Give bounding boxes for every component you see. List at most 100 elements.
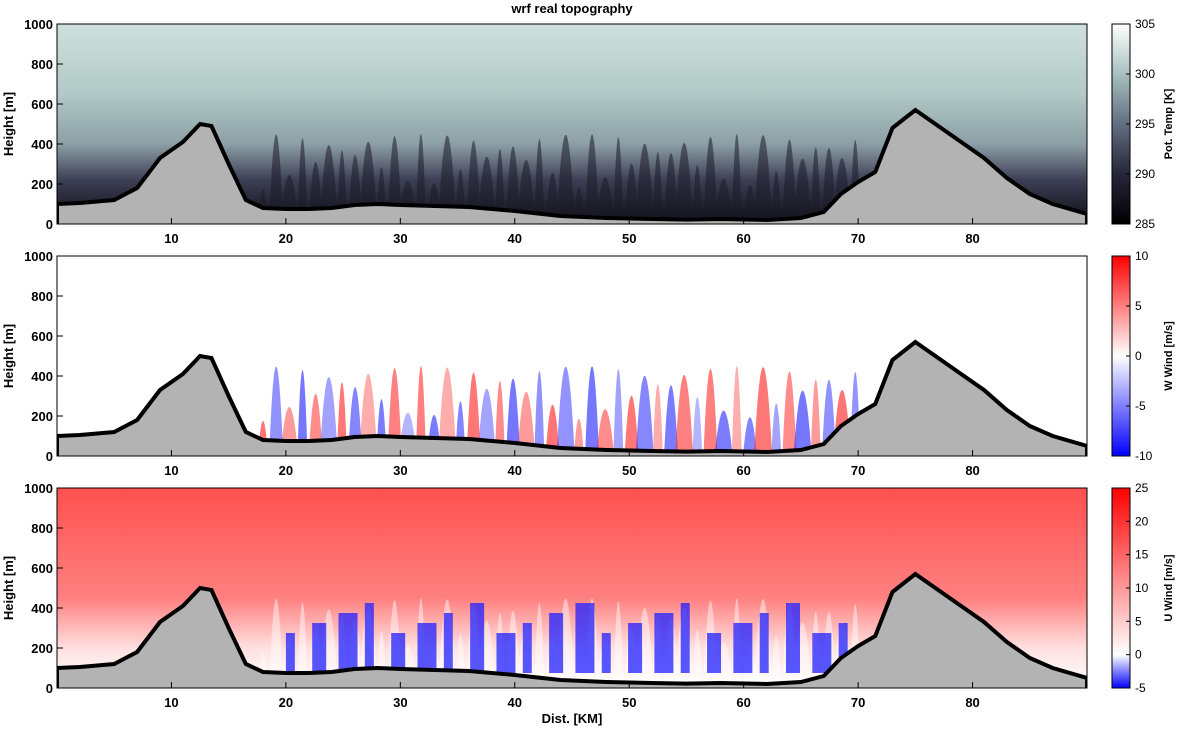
field-streak — [714, 178, 733, 224]
field-streak — [731, 366, 742, 456]
x-tick-label: 60 — [736, 463, 750, 478]
field-streak — [652, 384, 663, 456]
field-streak — [624, 395, 639, 456]
y-axis-label: Height [m] — [1, 92, 16, 156]
y-tick-label: 200 — [31, 409, 53, 424]
negative-wind-patch — [496, 633, 516, 673]
y-ticks: 0 200 400 600 800 1000 — [24, 17, 63, 232]
y-ticks: 0 200 400 600 800 1000 — [24, 481, 63, 696]
x-tick-label: 80 — [965, 231, 979, 246]
y-tick-label: 1000 — [24, 249, 53, 264]
colorbar-tick-label: 10 — [1135, 249, 1149, 263]
panel-potential-temperature: 0 200 400 600 800 1000 10 20 30 40 50 60 70 80 Heigh… — [1, 17, 1175, 246]
field-streak — [692, 397, 703, 456]
x-tick-label: 60 — [736, 695, 750, 710]
negative-wind-patch — [601, 633, 611, 673]
y-tick-label: 600 — [31, 97, 53, 112]
y-axis-label: Height [m] — [1, 324, 16, 388]
y-tick-label: 400 — [31, 601, 53, 616]
colorbar-tick-label: 5 — [1135, 299, 1142, 313]
colorbar-tick-label: 25 — [1135, 481, 1149, 495]
negative-wind-patch — [364, 603, 374, 673]
field-streak — [297, 138, 308, 224]
field-streak — [624, 163, 639, 224]
field-streak — [585, 366, 600, 456]
x-tick-label: 40 — [508, 695, 522, 710]
field-streak — [506, 146, 521, 224]
field-streak — [675, 142, 694, 224]
field-streak — [387, 136, 402, 224]
field-streak — [556, 134, 575, 224]
negative-wind-patch — [391, 633, 406, 673]
field-streak — [438, 135, 457, 224]
y-tick-label: 1000 — [24, 481, 53, 496]
colorbar-label: W Wind [m/s] — [1163, 321, 1175, 391]
colorbar-ticks: -5 0 5 10 15 20 25 — [1126, 481, 1149, 695]
field-streak — [613, 369, 624, 456]
x-tick-label: 30 — [393, 231, 407, 246]
x-tick-label: 20 — [279, 695, 293, 710]
y-tick-label: 800 — [31, 289, 53, 304]
field-streak — [494, 380, 505, 456]
field-streak — [534, 138, 545, 224]
negative-wind-patch — [812, 633, 832, 673]
y-tick-label: 0 — [46, 449, 53, 464]
terrain — [57, 571, 1087, 688]
x-tick-label: 40 — [508, 463, 522, 478]
negative-wind-patch — [654, 613, 674, 673]
x-tick-label: 70 — [851, 695, 865, 710]
field-streak — [269, 134, 284, 224]
field-streak — [534, 370, 545, 456]
x-tick-label: 70 — [851, 463, 865, 478]
y-tick-label: 600 — [31, 329, 53, 344]
x-ticks: 10 20 30 40 50 60 70 80 — [164, 450, 980, 478]
field-streak — [534, 602, 545, 688]
y-tick-label: 400 — [31, 137, 53, 152]
colorbar-tick-label: 300 — [1135, 67, 1155, 81]
x-ticks: 10 20 30 40 50 60 70 80 — [164, 218, 980, 246]
field-streak — [269, 366, 284, 456]
field-streak — [742, 185, 757, 224]
y-tick-label: 600 — [31, 561, 53, 576]
y-tick-label: 800 — [31, 57, 53, 72]
field-streak — [466, 140, 481, 224]
x-tick-label: 80 — [965, 463, 979, 478]
field-streak — [754, 135, 773, 224]
x-ticks: 10 20 30 40 50 60 70 80 — [164, 682, 980, 710]
x-tick-label: 10 — [164, 231, 178, 246]
field-streak — [387, 368, 402, 456]
colorbar-ticks: 285 290 295 300 305 — [1126, 17, 1155, 231]
field-streak — [731, 134, 742, 224]
field-streak — [415, 366, 426, 456]
field-streak — [506, 378, 521, 456]
negative-wind-patch — [417, 623, 437, 673]
plot-frame — [56, 23, 1088, 225]
x-tick-label: 50 — [622, 463, 636, 478]
field-streak — [754, 367, 773, 456]
field-streak — [545, 404, 560, 456]
negative-wind-patch — [312, 623, 327, 673]
terrain — [57, 107, 1087, 224]
field-streak — [793, 390, 812, 456]
x-tick-label: 40 — [508, 231, 522, 246]
plot-frame — [56, 487, 1088, 689]
field-streak — [742, 417, 757, 456]
y-tick-label: 1000 — [24, 17, 53, 32]
field-streak — [703, 136, 718, 224]
negative-wind-patch — [838, 623, 848, 673]
field-streak — [494, 148, 505, 224]
negative-wind-patch — [549, 613, 564, 673]
colorbar-tick-label: 20 — [1135, 514, 1149, 528]
field-streak — [297, 370, 308, 456]
negative-wind-patch — [470, 603, 485, 673]
colorbar-tick-label: -10 — [1135, 449, 1153, 463]
field-streak — [438, 367, 457, 456]
colorbar-label: Pot. Temp [K] — [1163, 88, 1175, 159]
field-streak — [613, 137, 624, 224]
field-streak — [635, 375, 654, 456]
colorbar-tick-label: 0 — [1135, 349, 1142, 363]
field-streak — [771, 171, 782, 224]
field-streak — [782, 139, 797, 224]
y-tick-label: 0 — [46, 681, 53, 696]
